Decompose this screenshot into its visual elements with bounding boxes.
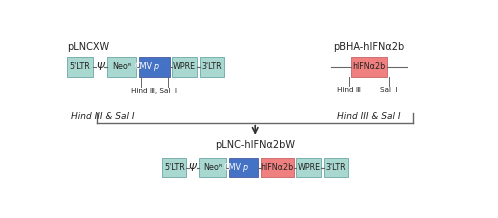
Text: Ψ: Ψ	[96, 62, 104, 72]
Text: CMV: CMV	[224, 163, 242, 172]
Text: hIFNα2b: hIFNα2b	[260, 163, 294, 172]
Bar	[200, 57, 224, 77]
Text: WPRE: WPRE	[173, 62, 196, 71]
Bar	[296, 158, 321, 177]
Bar	[162, 158, 186, 177]
Text: WPRE: WPRE	[297, 163, 320, 172]
Text: Hind III & Sal I: Hind III & Sal I	[337, 112, 401, 121]
Text: Neoᴿ: Neoᴿ	[203, 163, 223, 172]
Text: Ψ: Ψ	[189, 163, 197, 173]
Text: 3'LTR: 3'LTR	[202, 62, 222, 71]
Bar	[324, 158, 348, 177]
Text: 5'LTR: 5'LTR	[70, 62, 90, 71]
Bar	[138, 57, 169, 77]
Text: hIFNα2b: hIFNα2b	[353, 62, 386, 71]
Text: pBHA-hIFNα2b: pBHA-hIFNα2b	[334, 42, 405, 52]
Text: pLNC-hIFNα2bW: pLNC-hIFNα2bW	[215, 140, 295, 150]
Bar	[229, 158, 258, 177]
Text: pLNCXW: pLNCXW	[67, 42, 109, 52]
Text: 5'LTR: 5'LTR	[164, 163, 185, 172]
Bar	[351, 57, 387, 77]
Text: p: p	[153, 62, 158, 71]
Text: Neoᴿ: Neoᴿ	[112, 62, 131, 71]
Bar	[67, 57, 93, 77]
Text: Hind Ⅲ: Hind Ⅲ	[337, 87, 361, 94]
Text: CMV: CMV	[134, 62, 152, 71]
Bar	[107, 57, 136, 77]
Text: 3'LTR: 3'LTR	[326, 163, 347, 172]
Text: Hind III & Sal I: Hind III & Sal I	[71, 112, 134, 121]
Bar	[172, 57, 197, 77]
Bar	[200, 158, 227, 177]
Text: Sal  I: Sal I	[380, 87, 398, 94]
Bar	[261, 158, 294, 177]
Text: Hind Ⅲ, Sal  I: Hind Ⅲ, Sal I	[131, 88, 177, 94]
Text: p: p	[243, 163, 248, 172]
